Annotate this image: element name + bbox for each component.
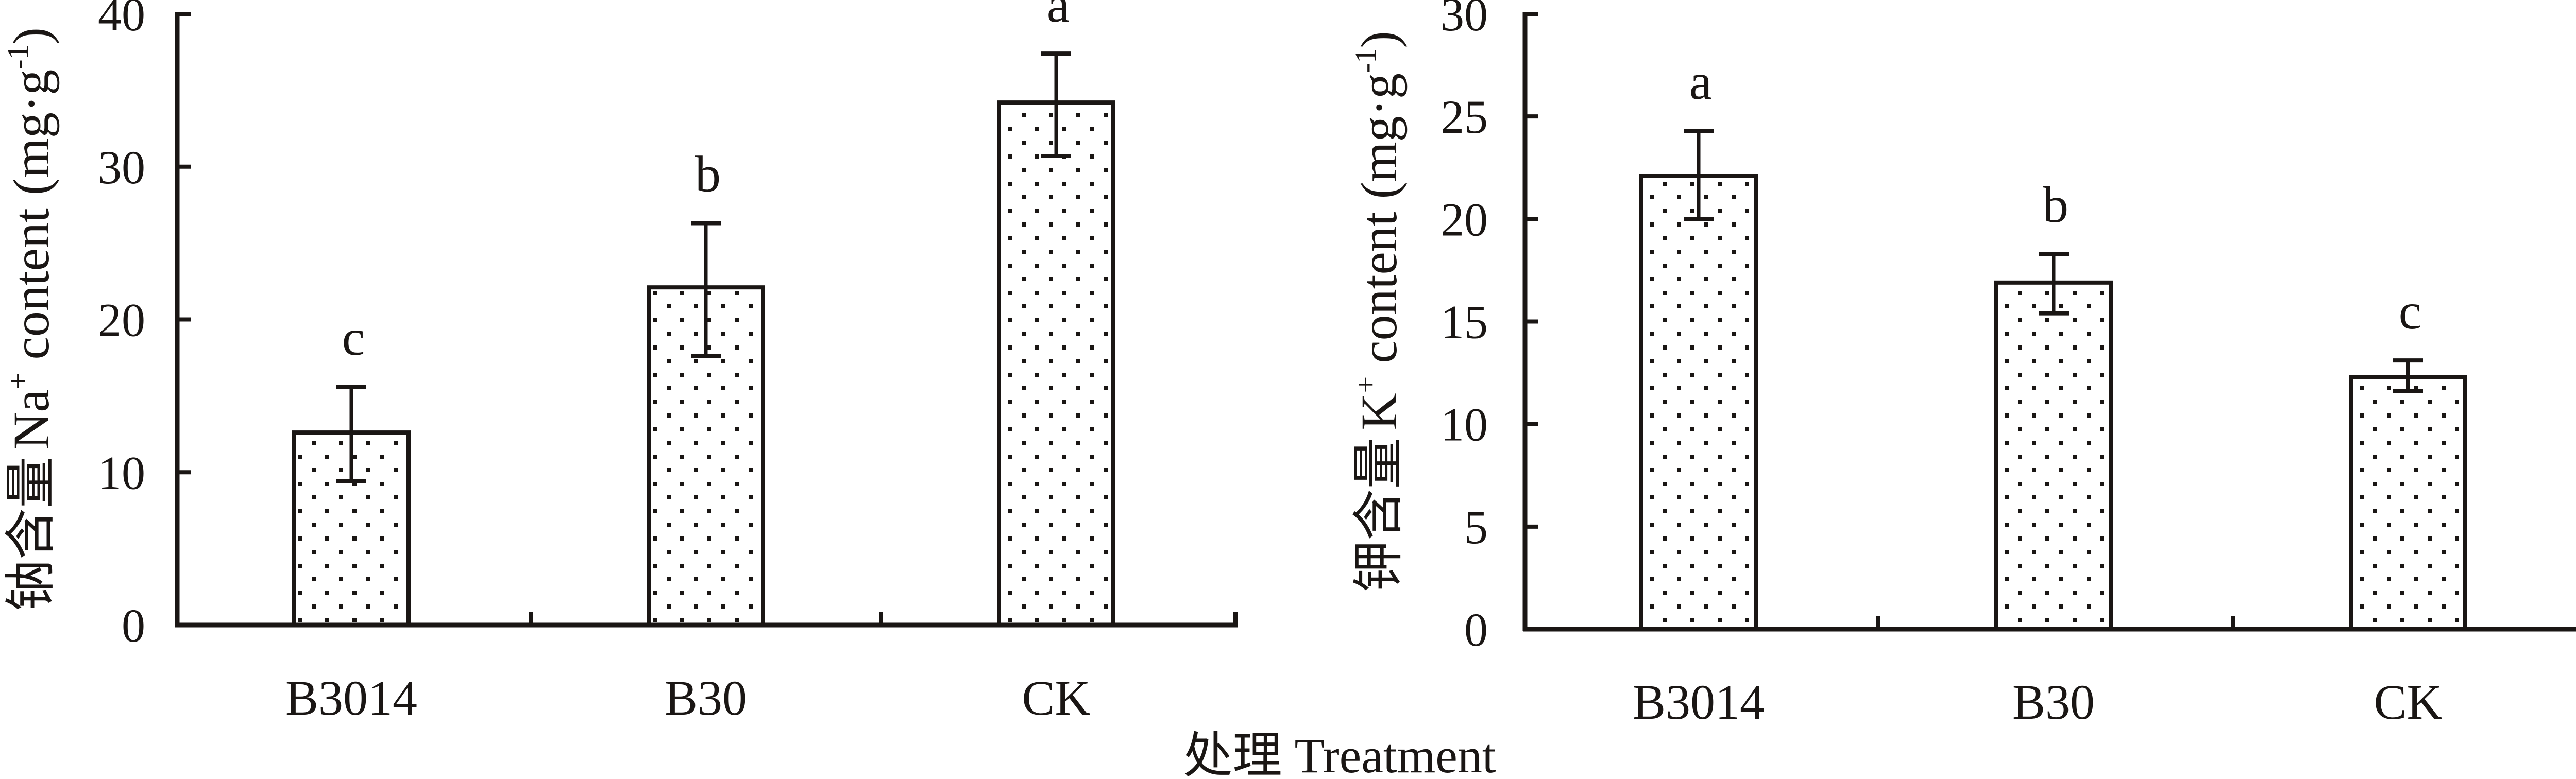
potassium-chart-panel: a b c 0 5 10 15 20 25 30 B3014 B30 CK 钾含量 K+ content (… (1349, 0, 2576, 730)
significance-letter: c (2399, 283, 2421, 340)
error-bar (336, 385, 366, 484)
y-axis-title-charge: + (1, 373, 35, 390)
significance-letter: a (1047, 0, 1070, 33)
bar-b3014 (1639, 174, 1758, 631)
y-tick-label: 5 (1464, 501, 1488, 553)
significance-letter: a (1689, 53, 1712, 110)
x-category-label: CK (1022, 670, 1090, 725)
x-category-label: CK (2374, 674, 2442, 730)
x-category-label: B3014 (285, 670, 417, 725)
y-tick-label: 30 (98, 141, 145, 194)
y-axis-title-unit: content (mg·g (1350, 73, 1408, 376)
y-axis-title-ion: K (1350, 393, 1408, 430)
y-axis-title-exponent: -1 (1, 44, 35, 69)
significance-letter: c (342, 309, 365, 366)
y-axis-title-cn: 钠含量 (3, 457, 60, 611)
y-axis-title: 钾含量 K+ content (mg·g-1) (1349, 31, 1408, 592)
y-tick-label: 20 (1440, 193, 1488, 246)
bar-ck (2349, 375, 2467, 631)
y-axis-title-close: ) (1350, 31, 1408, 48)
error-bar (1041, 51, 1071, 158)
y-tick-label: 15 (1440, 296, 1488, 349)
y-axis-title-ion: Na (3, 389, 60, 449)
y-tick-label: 10 (98, 446, 145, 499)
significance-letter: b (2043, 176, 2069, 233)
y-tick-label: 30 (1440, 0, 1488, 41)
bar-b30 (1994, 280, 2113, 631)
y-axis-title-unit: content (mg·g (3, 70, 60, 373)
x-category-label: B3014 (1633, 674, 1765, 730)
y-axis-title-exponent: -1 (1349, 48, 1382, 73)
y-axis-title-charge: + (1349, 376, 1382, 393)
error-bar (2039, 252, 2069, 316)
x-category-label: B30 (2012, 674, 2095, 730)
y-axis-title-close: ) (3, 27, 60, 44)
error-bar (1684, 129, 1714, 221)
y-tick-label: 0 (122, 599, 145, 652)
sodium-chart-panel: c b a 0 10 20 30 40 B3014 B30 CK 钠含量 Na+ content (mg… (1, 0, 1238, 725)
y-tick-label: 10 (1440, 399, 1488, 451)
y-tick-label: 40 (98, 0, 145, 41)
error-bar (2393, 358, 2423, 393)
y-tick-label: 0 (1464, 603, 1488, 656)
y-axis-title-cn: 钾含量 (1350, 438, 1408, 592)
error-bar (691, 221, 721, 358)
y-tick-label: 20 (98, 294, 145, 347)
y-axis-title: 钠含量 Na+ content (mg·g-1) (1, 27, 60, 611)
y-tick-label: 25 (1440, 91, 1488, 143)
x-axis-title: 处理 Treatment (1183, 728, 1496, 779)
x-category-label: B30 (665, 670, 747, 725)
significance-letter: b (695, 146, 721, 203)
bar-ck (997, 100, 1115, 628)
